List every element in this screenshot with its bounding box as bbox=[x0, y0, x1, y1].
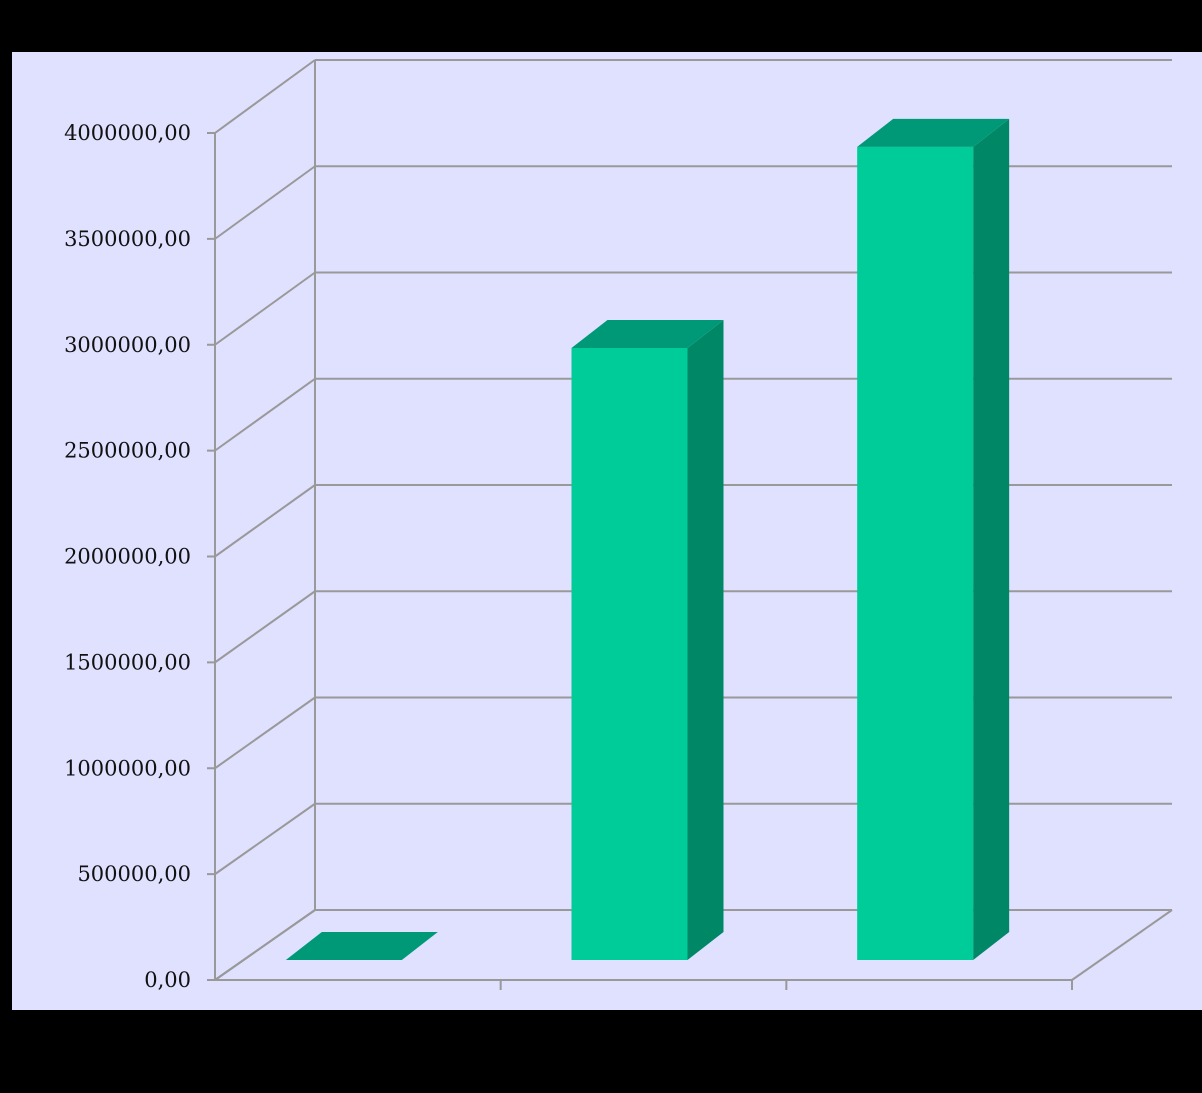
gridline-side bbox=[214, 802, 316, 875]
gridline-side bbox=[214, 271, 316, 346]
bar-side bbox=[973, 118, 1010, 960]
y-tick-label: 2500000,00 bbox=[64, 439, 191, 463]
floor-right-edge bbox=[1071, 909, 1173, 981]
gridline-side bbox=[214, 696, 316, 770]
y-tick-label: 3000000,00 bbox=[64, 333, 191, 357]
bar-top bbox=[857, 118, 1010, 147]
bar bbox=[571, 320, 724, 961]
bar-top bbox=[285, 932, 438, 960]
bar bbox=[857, 118, 1010, 960]
bar bbox=[285, 932, 438, 960]
y-tick-label: 500000,00 bbox=[77, 862, 191, 886]
y-tick-label: 4000000,00 bbox=[64, 121, 191, 145]
bar-side bbox=[687, 320, 724, 961]
footer-bar bbox=[12, 1010, 1202, 1093]
gridline-side bbox=[214, 59, 316, 134]
y-tick-label: 3500000,00 bbox=[64, 227, 191, 251]
y-tick-label: 1500000,00 bbox=[64, 650, 191, 674]
bar-top bbox=[571, 320, 724, 349]
y-tick-label: 0,00 bbox=[144, 968, 191, 992]
y-tick-label: 2000000,00 bbox=[64, 545, 191, 569]
gridline-side bbox=[214, 377, 316, 452]
gridline-side bbox=[214, 484, 316, 558]
gridline-side bbox=[214, 165, 316, 240]
gridline-side bbox=[214, 590, 316, 664]
bar-front bbox=[571, 348, 688, 961]
floor-left-edge bbox=[214, 909, 316, 981]
title-bar bbox=[12, 8, 1202, 52]
y-tick-label: 1000000,00 bbox=[64, 756, 191, 780]
bar-front bbox=[857, 146, 974, 960]
